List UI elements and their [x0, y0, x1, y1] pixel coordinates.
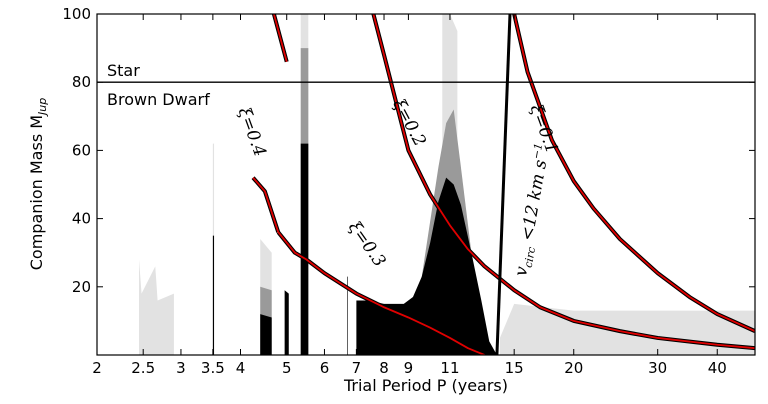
y-tick-label-1: 40 [72, 210, 91, 228]
black-region-4 [347, 276, 348, 355]
x-tick-label-2: 3 [176, 359, 186, 377]
vcirc-line [495, 14, 512, 355]
xi-curve-2 [277, 231, 485, 355]
x-tick-label-3: 3.5 [201, 359, 225, 377]
x-axis-label: Trial Period P (years) [343, 376, 508, 395]
x-tick-label-4: 4 [236, 359, 246, 377]
x-tick-label-11: 15 [505, 359, 524, 377]
xi-curve-4 [513, 14, 755, 332]
x-tick-label-5: 5 [282, 359, 292, 377]
brown-dwarf-region-label: Brown Dwarf [107, 90, 210, 109]
svg-text:Companion Mass MJup: Companion Mass MJup [27, 98, 49, 270]
x-tick-label-8: 8 [379, 359, 389, 377]
y-axis-label: Companion Mass MJup [27, 98, 49, 270]
x-tick-label-13: 30 [648, 359, 667, 377]
x-tick-label-0: 2 [92, 359, 102, 377]
x-tick-label-6: 6 [320, 359, 330, 377]
y-axis: 20 40 60 80 100 [62, 5, 755, 296]
x-tick-label-9: 9 [404, 359, 414, 377]
black-region-3 [300, 143, 309, 355]
y-tick-label-0: 20 [72, 278, 91, 296]
x-tick-label-12: 20 [564, 359, 583, 377]
x-axis: 2 2.5 3 3.5 4 5 6 7 8 9 11 15 20 30 40 [92, 14, 727, 377]
x-tick-label-10: 11 [440, 359, 459, 377]
light-region-0 [139, 259, 174, 355]
y-tick-label-2: 60 [72, 141, 91, 159]
xi-curve-0 [252, 177, 280, 233]
black-region-1 [260, 314, 272, 355]
x-tick-label-7: 7 [352, 359, 362, 377]
star-region-label: Star [107, 61, 140, 80]
x-tick-label-14: 40 [708, 359, 727, 377]
plot-frame [96, 13, 756, 356]
xi-curve-1 [273, 14, 288, 62]
y-tick-label-4: 100 [62, 5, 91, 23]
black-region-2 [284, 290, 289, 355]
y-tick-label-3: 80 [72, 73, 91, 91]
plot-area [97, 14, 755, 355]
black-region-0 [212, 235, 215, 355]
x-tick-label-1: 2.5 [131, 359, 155, 377]
